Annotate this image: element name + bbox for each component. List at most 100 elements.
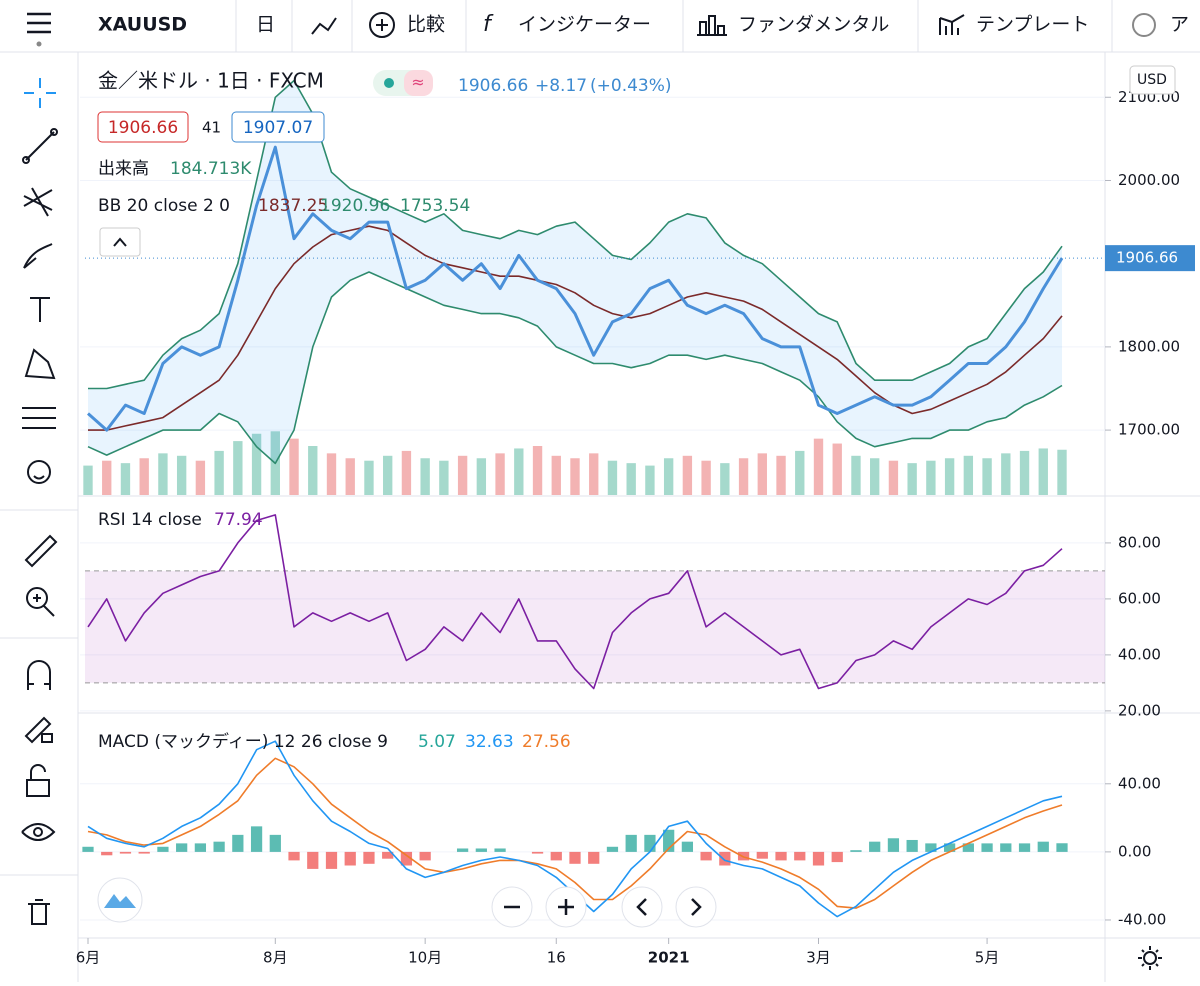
settings-icon[interactable] [1138,946,1162,970]
templates[interactable]: テンプレート [976,14,1089,36]
histogram-bar [157,846,169,852]
volume-bar [776,455,786,495]
nav-buttons[interactable] [491,886,717,928]
fundamental-icon[interactable] [697,15,727,36]
bb-name: BB 20 close 2 0 [98,196,230,216]
spread: 41 [202,119,221,137]
volume-bar [701,460,711,495]
histogram-bar [700,851,712,861]
macd-value: 32.63 [465,732,514,752]
ask-box[interactable] [231,111,325,143]
histogram-bar [962,843,974,852]
last-price: 1906.66 [458,76,528,96]
histogram-bar [250,826,263,852]
histogram-bar [344,851,356,866]
ask[interactable]: 1907.07 [243,118,313,138]
volume-bar [682,455,693,495]
volume-bar [195,460,206,495]
volume-bar [813,438,824,495]
indicators[interactable]: インジケーター [518,14,651,36]
volume-bar [476,458,487,495]
histogram-bar [1018,843,1031,852]
chart-style-icon[interactable] [311,17,337,35]
volume-bar [944,458,955,495]
bid[interactable]: 1906.66 [108,118,178,138]
volume-bar [570,458,580,495]
pane-separators [78,52,1200,982]
plot-area: 1700.001800.002000.002100.0020.0040.0060… [76,79,1195,967]
alert-icon[interactable] [1132,13,1156,37]
status-icon: ≈ [411,73,424,92]
macd-name: MACD (マックディー) 12 26 close 9 [98,731,388,752]
collapse-button[interactable] [99,227,141,257]
caret [113,237,127,247]
series-line [87,514,1063,690]
histogram-bar [569,851,581,864]
histogram-bar [119,851,132,854]
compare[interactable]: 比較 [407,14,445,36]
currency[interactable]: USD [1137,72,1167,88]
histogram-bar [82,846,94,852]
histogram-bar [981,843,993,852]
y-tick-label: 1700.00 [1118,421,1180,439]
compare-icon[interactable] [369,12,395,38]
histogram-bar [382,851,394,859]
menu-icon[interactable] [27,12,51,34]
price-tag [1105,245,1195,272]
volume-bar [1001,453,1011,495]
currency-box[interactable] [1129,65,1176,95]
histogram-bar [925,843,937,852]
fundamentals[interactable]: ファンダメンタル [738,14,889,36]
logo-button[interactable] [97,877,143,923]
symbol[interactable]: XAUUSD [98,14,187,36]
histogram-bar [494,848,506,852]
histogram-bar [1000,843,1012,852]
x-tick-label: 3月 [806,949,831,967]
bid-box[interactable] [97,111,189,143]
histogram-bar [288,851,300,861]
interval[interactable]: 日 [256,14,275,36]
volume-bar [870,458,880,495]
volume-bar [308,446,318,495]
volume-bar [233,441,243,495]
template-icon[interactable] [939,14,965,35]
y-tick-label: 20.00 [1118,701,1161,719]
volume-bar [364,460,374,495]
tool-separators [0,509,78,876]
volume-bar [626,463,636,495]
y-tick-label: 1800.00 [1118,337,1180,355]
volume-value: 184.713K [170,159,252,179]
macd-signal: 27.56 [522,732,571,752]
drawing-tools[interactable] [21,78,58,925]
volume-bar [832,443,842,495]
y-tick-label: 40.00 [1118,774,1161,792]
histogram-bar [475,848,487,852]
histogram-bar [887,838,900,852]
histogram-bar [194,843,207,852]
histogram-bar [831,851,843,863]
volume-bar [326,453,337,495]
histogram-bar [176,843,188,852]
rsi-value: 77.94 [214,510,263,530]
fx-icon[interactable]: f [483,12,494,37]
series-line [87,145,1064,432]
instrument: 金／米ドル · 1日 · FXCM [98,69,324,93]
histogram-bar [606,846,619,852]
volume-bar [420,458,430,495]
histogram-bar [943,843,956,852]
histogram-bar [232,834,244,852]
change: +8.17 [535,76,587,96]
volume-bar [851,455,861,495]
x-tick-label: 6月 [76,949,101,967]
series-line [88,225,1063,431]
histogram-bar [681,841,694,852]
top-bar [0,0,1200,52]
toolbar-separators [235,0,1113,52]
histogram-bar [531,851,544,854]
alert[interactable]: ア [1170,14,1189,36]
volume-bar [383,455,393,495]
x-tick-label: 5月 [975,949,1000,967]
logo [104,894,136,908]
macd-hist: 5.07 [418,732,456,752]
histogram-bar [869,841,881,852]
